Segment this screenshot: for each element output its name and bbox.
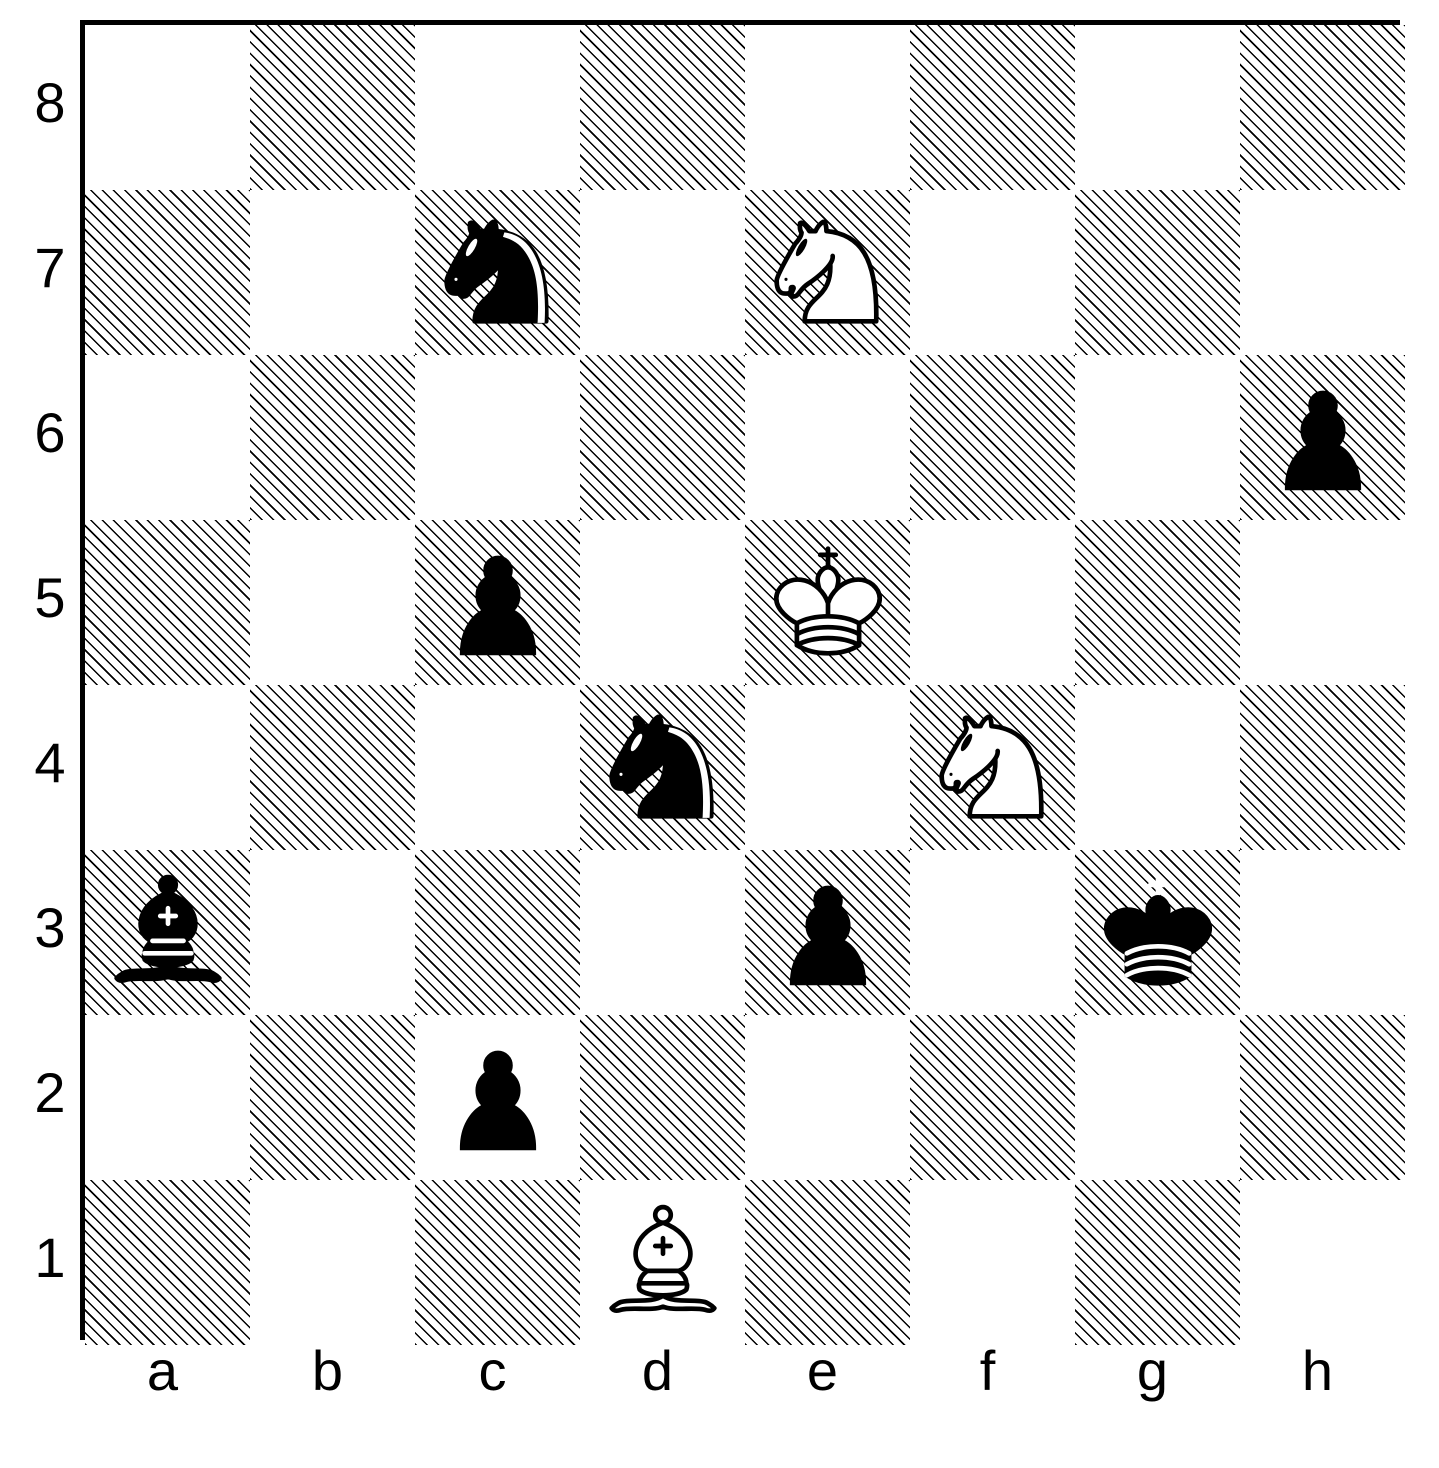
- square-a4: [85, 685, 250, 850]
- chess-board: 87654321: [20, 20, 1400, 1400]
- square-g2: [1075, 1015, 1240, 1180]
- square-f5: [910, 520, 1075, 685]
- square-h5: [1240, 520, 1405, 685]
- black-pawn: [1253, 365, 1393, 510]
- square-d2: [580, 1015, 745, 1180]
- rank-label-2: 2: [20, 1010, 80, 1175]
- square-f2: [910, 1015, 1075, 1180]
- white-bishop: [593, 1190, 733, 1335]
- square-c1: [415, 1180, 580, 1345]
- white-knight: [758, 200, 898, 345]
- square-f7: [910, 190, 1075, 355]
- file-label-b: b: [245, 1340, 410, 1400]
- square-g3: [1075, 850, 1240, 1015]
- square-b6: [250, 355, 415, 520]
- square-e1: [745, 1180, 910, 1345]
- square-e8: [745, 25, 910, 190]
- square-f3: [910, 850, 1075, 1015]
- square-c5: [415, 520, 580, 685]
- file-label-d: d: [575, 1340, 740, 1400]
- rank-label-5: 5: [20, 515, 80, 680]
- black-pawn: [428, 1025, 568, 1170]
- square-h7: [1240, 190, 1405, 355]
- square-h2: [1240, 1015, 1405, 1180]
- square-c4: [415, 685, 580, 850]
- square-e3: [745, 850, 910, 1015]
- square-a1: [85, 1180, 250, 1345]
- black-knight: [428, 200, 568, 345]
- square-d7: [580, 190, 745, 355]
- square-c8: [415, 25, 580, 190]
- square-e2: [745, 1015, 910, 1180]
- square-b8: [250, 25, 415, 190]
- square-e6: [745, 355, 910, 520]
- rank-label-6: 6: [20, 350, 80, 515]
- square-d6: [580, 355, 745, 520]
- square-f8: [910, 25, 1075, 190]
- rank-label-3: 3: [20, 845, 80, 1010]
- black-pawn: [428, 530, 568, 675]
- square-h4: [1240, 685, 1405, 850]
- black-pawn: [758, 860, 898, 1005]
- file-label-h: h: [1235, 1340, 1400, 1400]
- file-label-e: e: [740, 1340, 905, 1400]
- square-e5: [745, 520, 910, 685]
- square-c6: [415, 355, 580, 520]
- black-knight: [593, 695, 733, 840]
- square-f6: [910, 355, 1075, 520]
- square-d8: [580, 25, 745, 190]
- square-e4: [745, 685, 910, 850]
- square-d3: [580, 850, 745, 1015]
- rank-label-7: 7: [20, 185, 80, 350]
- square-c2: [415, 1015, 580, 1180]
- square-h6: [1240, 355, 1405, 520]
- square-b5: [250, 520, 415, 685]
- square-d4: [580, 685, 745, 850]
- rank-label-1: 1: [20, 1175, 80, 1340]
- file-label-a: a: [80, 1340, 245, 1400]
- square-b4: [250, 685, 415, 850]
- file-label-g: g: [1070, 1340, 1235, 1400]
- square-a5: [85, 520, 250, 685]
- square-f4: [910, 685, 1075, 850]
- black-bishop: [98, 860, 238, 1005]
- square-a7: [85, 190, 250, 355]
- square-e7: [745, 190, 910, 355]
- rank-label-8: 8: [20, 20, 80, 185]
- rank-label-4: 4: [20, 680, 80, 845]
- square-h3: [1240, 850, 1405, 1015]
- square-d5: [580, 520, 745, 685]
- square-a2: [85, 1015, 250, 1180]
- square-b2: [250, 1015, 415, 1180]
- square-h1: [1240, 1180, 1405, 1345]
- square-g5: [1075, 520, 1240, 685]
- square-b7: [250, 190, 415, 355]
- square-c7: [415, 190, 580, 355]
- square-b3: [250, 850, 415, 1015]
- square-g8: [1075, 25, 1240, 190]
- square-c3: [415, 850, 580, 1015]
- black-king: [1088, 860, 1228, 1005]
- file-label-c: c: [410, 1340, 575, 1400]
- square-a6: [85, 355, 250, 520]
- white-king: [758, 530, 898, 675]
- square-f1: [910, 1180, 1075, 1345]
- square-a8: [85, 25, 250, 190]
- square-g7: [1075, 190, 1240, 355]
- square-d1: [580, 1180, 745, 1345]
- file-label-f: f: [905, 1340, 1070, 1400]
- square-h8: [1240, 25, 1405, 190]
- square-b1: [250, 1180, 415, 1345]
- white-knight: [923, 695, 1063, 840]
- square-a3: [85, 850, 250, 1015]
- square-g4: [1075, 685, 1240, 850]
- square-g6: [1075, 355, 1240, 520]
- board-squares: [80, 20, 1400, 1340]
- square-g1: [1075, 1180, 1240, 1345]
